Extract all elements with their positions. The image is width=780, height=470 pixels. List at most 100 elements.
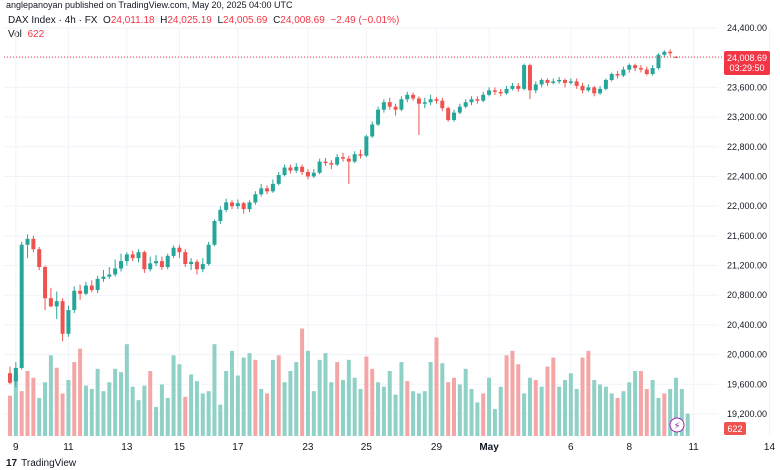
- volume-bar: [370, 368, 375, 436]
- candle-body: [428, 99, 433, 103]
- candle-body: [387, 102, 392, 107]
- candle-body: [644, 69, 649, 75]
- time-tick-label: May: [479, 442, 499, 453]
- candle-body: [89, 285, 94, 291]
- candle-body: [8, 373, 12, 383]
- candle-body: [130, 254, 135, 259]
- volume-bar: [586, 350, 591, 436]
- candle-body: [446, 108, 451, 121]
- legend-row-ohlc: DAX Index · 4h · FX O24,011.18 H24,025.1…: [8, 14, 399, 27]
- volume-bar: [463, 368, 468, 436]
- volume-bar: [411, 391, 416, 436]
- time-axis[interactable]: 911131517232529May6811141620: [13, 442, 780, 453]
- volume-bar: [557, 386, 562, 436]
- candle-body: [527, 65, 532, 91]
- volume-bar: [265, 393, 270, 436]
- candle-body: [48, 298, 53, 307]
- candle-body: [469, 99, 474, 103]
- candle-body: [592, 87, 597, 94]
- candle-body: [294, 166, 299, 171]
- candle-body: [113, 268, 118, 275]
- volume-bar: [154, 406, 159, 436]
- time-tick-label: 11: [688, 442, 699, 453]
- volume-bar: [638, 371, 643, 436]
- candle-body: [136, 252, 141, 259]
- volume-bar: [364, 356, 369, 436]
- volume-bar: [674, 377, 678, 436]
- candle-body: [656, 54, 661, 69]
- close-value: 24,008.69: [280, 15, 325, 26]
- volume-bar: [551, 357, 556, 436]
- candle-body: [615, 74, 620, 76]
- volume-bar: [37, 397, 42, 436]
- volume-tag-text: 622: [727, 424, 742, 434]
- volume-bar: [8, 395, 12, 436]
- candle-body: [194, 261, 199, 270]
- volume-bar: [130, 386, 135, 436]
- price-tick-label: 20,400.00: [727, 320, 767, 330]
- candle-body: [43, 267, 48, 299]
- volume-bar: [416, 393, 421, 436]
- candle-body: [218, 209, 223, 221]
- volume-bar: [31, 377, 36, 436]
- candle-body: [557, 79, 562, 82]
- candle-body: [31, 238, 36, 250]
- price-tick-label: 22,400.00: [727, 171, 767, 181]
- volume-bar: [510, 350, 515, 436]
- volume-bar: [89, 388, 94, 436]
- candle-body: [189, 261, 194, 265]
- price-axis[interactable]: 24,400.0024,000.0023,600.0023,200.0022,8…: [727, 23, 767, 419]
- volume-label[interactable]: Vol: [8, 29, 22, 40]
- price-tick-label: 22,000.00: [727, 201, 767, 211]
- candle-body: [516, 85, 521, 89]
- volume-bar: [66, 380, 71, 436]
- candle-body: [399, 99, 404, 110]
- candle-body: [416, 98, 421, 104]
- volume-bar: [159, 384, 164, 436]
- volume-bar: [218, 404, 223, 436]
- volume-bar: [235, 375, 240, 436]
- candle-body: [662, 51, 667, 55]
- volume-bar: [78, 348, 83, 436]
- symbol-label[interactable]: DAX Index · 4h · FX: [8, 15, 98, 26]
- volume-bar: [685, 413, 690, 436]
- candle-body: [253, 194, 258, 203]
- price-tick-label: 23,600.00: [727, 82, 767, 92]
- candle-body: [492, 90, 497, 92]
- candle-body: [335, 157, 340, 165]
- time-tick-label: 17: [232, 442, 244, 453]
- volume-bar: [83, 385, 88, 436]
- candle-body: [522, 65, 527, 89]
- volume-bar: [276, 355, 281, 436]
- volume-bar: [282, 382, 287, 436]
- volume-bar: [533, 380, 538, 436]
- volume-bar: [481, 393, 486, 436]
- volume-bar: [668, 388, 673, 436]
- volume-bar: [194, 381, 199, 436]
- brand-text: TradingView: [21, 458, 77, 469]
- candle-body: [633, 65, 638, 69]
- volume-bar: [539, 386, 544, 436]
- countdown-text: 03:29:50: [729, 63, 764, 73]
- volume-bar: [498, 386, 503, 436]
- candle-body: [148, 263, 153, 270]
- volume-bar: [136, 400, 141, 436]
- candle-body: [259, 188, 264, 195]
- candle-body: [504, 88, 509, 94]
- publish-header: anglepanoyan published on TradingView.co…: [6, 0, 293, 10]
- volume-bar: [545, 366, 550, 436]
- volume-bar: [101, 391, 106, 436]
- candle-body: [627, 65, 632, 70]
- candle-body: [498, 91, 503, 94]
- lightning-icon[interactable]: [669, 417, 685, 433]
- volume-bar: [434, 337, 439, 436]
- candle-body: [177, 247, 182, 253]
- candle-body: [510, 85, 515, 89]
- volume-bar: [346, 359, 351, 436]
- candle-body: [563, 79, 567, 83]
- candlestick-series: [8, 49, 678, 388]
- volume-bar: [621, 391, 626, 436]
- volume-bar: [305, 350, 310, 436]
- time-tick-label: 11: [63, 442, 74, 453]
